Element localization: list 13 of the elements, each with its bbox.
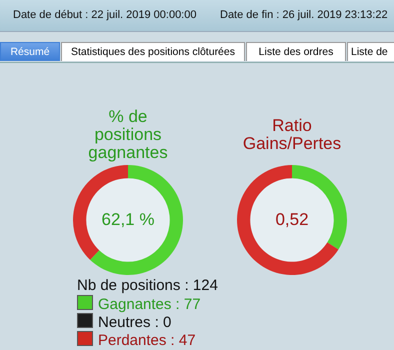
text: Statistiques des positions clôturées: [61, 42, 245, 61]
text: Gagnantes : 77: [98, 296, 201, 313]
text: 0,52: [274, 210, 310, 230]
text: Perdantes : 47: [98, 332, 196, 349]
text: Neutres : 0: [98, 314, 172, 331]
text: 62,1 %: [100, 210, 156, 230]
text: Date de fin : 26 juil. 2019 23:13:22: [220, 9, 388, 21]
text: Liste de: [347, 42, 394, 61]
chart-title: Ratio Gains/Pertes: [242, 116, 342, 153]
text: Nb de positions : 124: [77, 277, 218, 294]
text: Liste des ordres: [246, 42, 346, 61]
text: Date de début : 22 juil. 2019 00:00:00: [13, 9, 196, 21]
chart-title: % de positions gagnantes: [87, 107, 169, 162]
